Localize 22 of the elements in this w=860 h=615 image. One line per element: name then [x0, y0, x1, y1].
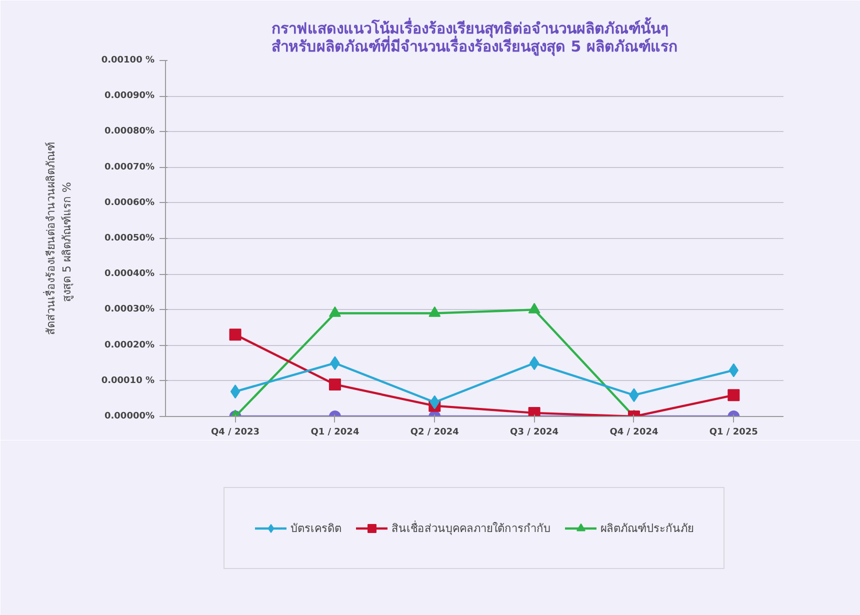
y-tick-label: 0.00070%	[104, 162, 155, 172]
y-axis-title: สัดส่วนเรื่องร้องเรียนต่อจำนวนผลิตภัณฑ์ สูงสุด 5 ผลิตภัณฑ์แรก %	[42, 142, 74, 335]
chart-title: กราฟแสดงแนวโน้มเรื่องร้องเรียนสุทธิต่อจำนวนผลิตภัณฑ์นั้นๆ สำหรับผลิตภัณฑ์ที่มีจำนวนเรื่องร้องเรียนสูงสุด 5 ผลิตภัณฑ์แรก	[272, 16, 678, 56]
y-tick-label: 0.00030%	[104, 304, 155, 315]
y-tick-label: 0.00080%	[104, 126, 155, 137]
x-tick-label: Q1 / 2025	[709, 428, 758, 438]
legend-label: ผลิตภัณฑ์ประกันภัย	[600, 520, 694, 536]
y-tick-label: 0.00050%	[104, 234, 155, 244]
y-tick-label: 0.00100 %	[101, 56, 155, 66]
legend-label: สินเชื่อส่วนบุคคลภายใต้การกำกับ	[392, 520, 550, 536]
y-tick-label: 0.00020%	[104, 340, 155, 350]
x-tick-label: Q1 / 2024	[310, 428, 360, 438]
y-tick-label: 0.00040%	[104, 269, 155, 280]
y-tick-label: 0.00060%	[104, 198, 155, 208]
x-tick-label: Q4 / 2024	[610, 428, 658, 438]
x-tick-label: Q4 / 2023	[211, 428, 260, 438]
y-tick-label: 0.00090%	[104, 91, 155, 102]
legend-label: บัตรเครดิต	[290, 520, 342, 536]
y-tick-label: 0.00010 %	[101, 376, 155, 386]
x-tick-label: Q3 / 2024	[510, 428, 559, 438]
x-tick-label: Q2 / 2024	[410, 428, 459, 438]
y-tick-label: 0.00000%	[104, 412, 155, 422]
